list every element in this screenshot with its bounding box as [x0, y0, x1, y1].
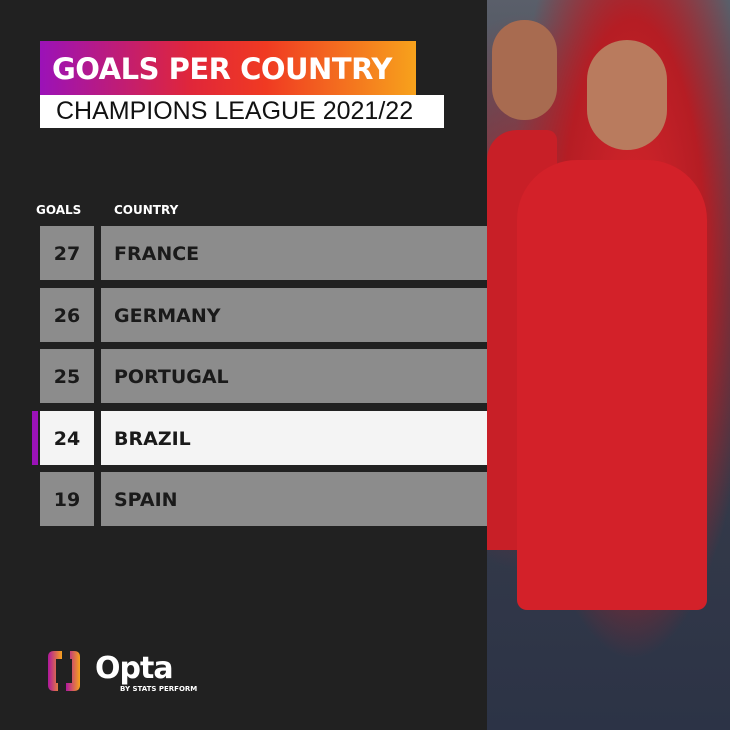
- goals-cell: 19: [40, 472, 94, 526]
- goals-cell: 27: [40, 226, 94, 280]
- player-head: [492, 20, 557, 120]
- country-cell: SPAIN: [101, 472, 487, 526]
- brand-tagline: BY STATS PERFORM: [120, 685, 198, 693]
- players-photo: [487, 0, 730, 730]
- opta-logo-icon: [44, 647, 84, 695]
- country-cell: GERMANY: [101, 288, 487, 342]
- player-figure: [517, 160, 707, 610]
- goals-cell: 24: [40, 411, 94, 465]
- country-cell: PORTUGAL: [101, 349, 487, 403]
- table-row: 27 FRANCE: [40, 226, 487, 280]
- goals-cell: 25: [40, 349, 94, 403]
- country-header: COUNTRY: [114, 203, 179, 217]
- table-row-highlighted: 24 BRAZIL: [32, 411, 487, 465]
- country-cell: BRAZIL: [101, 411, 487, 465]
- player-head: [587, 40, 667, 150]
- table-row: 25 PORTUGAL: [40, 349, 487, 403]
- table-row: 26 GERMANY: [40, 288, 487, 342]
- brand-name: Opta: [95, 651, 174, 686]
- chart-subtitle: CHAMPIONS LEAGUE 2021/22: [40, 95, 444, 128]
- country-cell: FRANCE: [101, 226, 487, 280]
- chart-title: GOALS PER COUNTRY: [40, 41, 416, 95]
- highlight-marker: [32, 411, 38, 465]
- goals-cell: 26: [40, 288, 94, 342]
- table-row: 19 SPAIN: [40, 472, 487, 526]
- goals-header: GOALS: [36, 203, 82, 217]
